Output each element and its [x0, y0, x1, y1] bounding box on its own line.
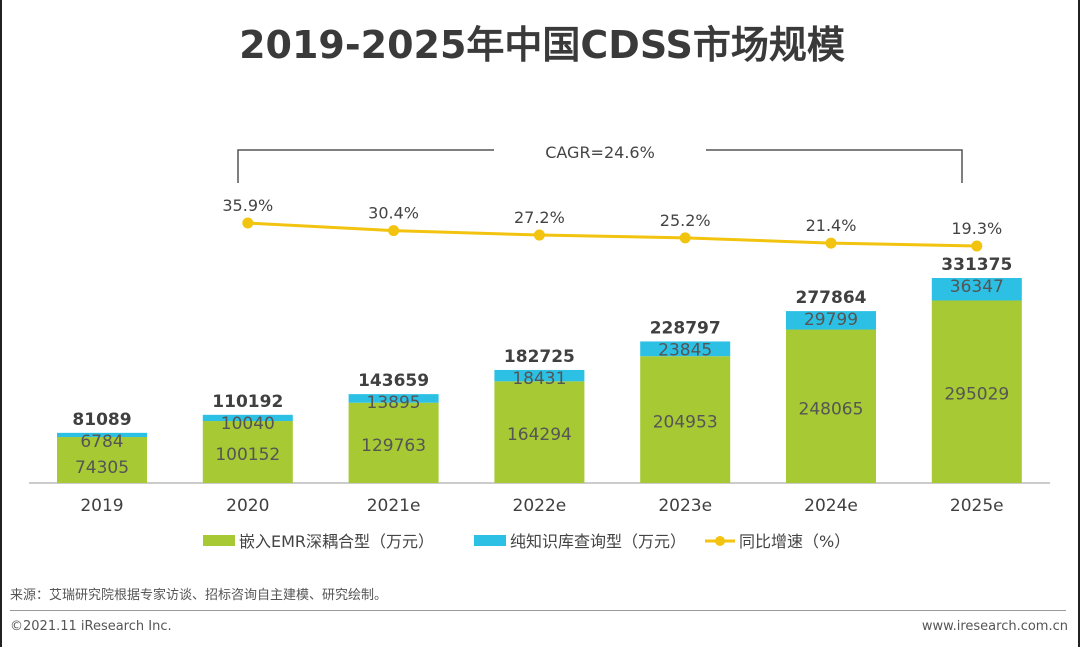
bar-segment [931, 277, 1022, 301]
bar-segment [202, 421, 293, 483]
footer-divider [10, 610, 1066, 611]
bar-segment [640, 341, 731, 357]
cagr-bracket-left [237, 149, 494, 183]
growth-point [388, 225, 400, 237]
bar-total-label: 228797 [650, 318, 721, 338]
bar-value-label: 36347 [950, 277, 1004, 297]
growth-line [247, 221, 977, 248]
legend-label-growth: 同比增速（%） [739, 532, 850, 551]
x-tick-label: 2020 [226, 496, 269, 516]
bar-segment [57, 437, 147, 483]
growth-label: 35.9% [222, 196, 273, 215]
legend-swatch-emr [203, 535, 235, 546]
bar-value-label: 23845 [658, 340, 712, 360]
growth-label: 25.2% [660, 211, 711, 230]
legend-label-knowledge: 纯知识库查询型（万元） [510, 532, 686, 551]
bar-value-label: 248065 [799, 399, 864, 419]
bar-total-label: 331375 [941, 255, 1012, 275]
bar-value-label: 74305 [75, 458, 129, 478]
bar-segment [202, 414, 293, 422]
bar-value-label: 295029 [944, 385, 1009, 405]
x-tick-label: 2023e [658, 496, 712, 516]
bar-value-label: 10040 [221, 414, 275, 434]
bar-segment [494, 369, 585, 382]
x-tick-label: 2024e [804, 496, 858, 516]
bar-segment [57, 432, 147, 438]
bar-segment [348, 394, 439, 403]
legend-label-emr: 嵌入EMR深耦合型（万元） [239, 532, 434, 551]
website-link[interactable]: www.iresearch.com.cn [921, 619, 1068, 634]
bar-total-label: 143659 [358, 371, 429, 391]
bar-total-label: 81089 [72, 410, 131, 430]
chart-title: 2019-2025年中国CDSS市场规模 [239, 23, 845, 67]
bar-value-label: 100152 [215, 445, 280, 465]
growth-point [971, 240, 983, 252]
bar-value-label: 6784 [80, 432, 123, 452]
source-note: 来源：艾瑞研究院根据专家访谈、招标咨询自主建模、研究绘制。 [10, 588, 388, 603]
legend-swatch-knowledge [474, 535, 506, 546]
bar-value-label: 18431 [512, 369, 566, 389]
growth-label: 19.3% [951, 219, 1002, 238]
x-tick-label: 2021e [367, 496, 421, 516]
bar-total-label: 110192 [212, 392, 283, 412]
growth-point [533, 229, 545, 241]
growth-point [242, 217, 254, 229]
bar-segment [640, 356, 731, 483]
bar-segment [348, 402, 439, 483]
bar-value-label: 204953 [653, 413, 718, 433]
growth-label: 21.4% [806, 216, 857, 235]
bar-segment [786, 329, 876, 483]
copyright: ©2021.11 iResearch Inc. [10, 619, 172, 634]
bar-segment [786, 311, 876, 330]
cagr-annotation: CAGR=24.6% [545, 143, 655, 162]
bar-segment [931, 300, 1022, 483]
growth-point [679, 232, 691, 244]
bar-total-label: 277864 [796, 288, 867, 308]
bar-segment [494, 381, 585, 483]
bar-value-label: 29799 [804, 310, 858, 330]
cagr-bracket-right [706, 149, 963, 183]
x-tick-label: 2019 [80, 496, 123, 516]
growth-label: 27.2% [514, 208, 565, 227]
x-tick-label: 2025e [950, 496, 1004, 516]
growth-point [825, 237, 837, 249]
legend-marker-growth [715, 536, 725, 546]
bar-value-label: 164294 [507, 425, 572, 445]
x-tick-label: 2022e [513, 496, 567, 516]
bar-total-label: 182725 [504, 347, 575, 367]
growth-label: 30.4% [368, 204, 419, 223]
bar-value-label: 13895 [367, 393, 421, 413]
bar-value-label: 129763 [361, 436, 426, 456]
